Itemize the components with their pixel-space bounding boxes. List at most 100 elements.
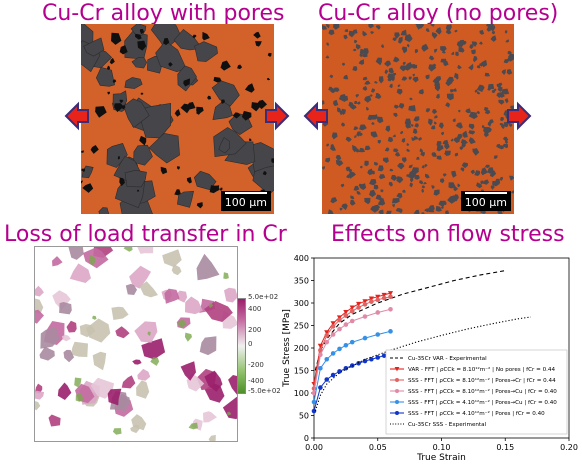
cr-particle [414,49,419,54]
cr-particle [438,122,444,129]
cr-particle [490,35,497,42]
legend-entry: SSS - FFT | ρCCk = 4.10¹²m⁻² | Pores | f… [408,410,545,417]
cr-particle [455,122,463,129]
cr-particle [394,32,400,39]
pore [255,41,262,47]
data-point [317,343,323,349]
stress-grain [35,309,44,324]
stress-grain [222,396,237,420]
stress-grain [63,349,75,363]
cr-particle [473,148,478,154]
cr-particle [425,74,430,80]
data-point [369,299,374,304]
cr-particle [433,189,440,196]
cr-particle [451,195,459,201]
data-point [337,317,342,323]
cr-particle [406,44,410,48]
cr-particle [446,93,454,101]
cr-particle [413,209,420,214]
cr-particle [341,203,348,211]
cr-particle [438,200,446,208]
data-point [330,351,336,356]
cr-particle [435,205,442,212]
cr-particle [362,85,368,91]
y-tick-label: 50 [299,412,309,421]
cr-particle [458,109,461,113]
cr-particle [329,74,334,79]
cr-particle [376,116,384,124]
title-load-transfer: Loss of load transfer in Cr [4,222,287,247]
stress-grain-compressive [74,377,82,388]
cr-particle [425,108,430,113]
cr-particle [218,137,231,154]
cr-particle [445,102,450,108]
cr-particle [493,88,497,92]
cr-particle [414,174,420,180]
pore [174,189,181,196]
cr-particle [370,131,378,138]
data-point [343,322,349,327]
cr-particle [371,122,375,125]
cr-particle [393,104,399,109]
cr-particle [500,117,504,122]
pore [119,177,125,187]
colorbar-tick: -5.0e+02 [248,387,281,395]
data-point [349,305,355,311]
cr-particle [473,56,478,63]
cr-particle [410,124,414,127]
cr-particle [436,93,440,99]
cr-particle [374,161,379,166]
legend-marker [395,389,399,393]
cr-particle [457,133,463,140]
pore [112,79,117,84]
pore [81,150,84,153]
cr-particle [483,127,492,135]
colorbar-tick: 5.0e+02 [248,293,279,301]
pore [174,109,181,117]
cr-particle [440,131,444,136]
cr-particle [369,189,377,198]
stress-map-image [35,247,237,441]
cr-particle [502,143,508,149]
stress-grain [68,247,84,260]
data-point [324,330,330,335]
cr-particle [401,138,406,143]
cr-particle [364,197,371,205]
cr-particle [508,123,513,128]
cr-particle [328,209,334,214]
cr-particle [506,69,513,75]
arrow-left-icon [303,101,328,131]
cr-particle [480,180,484,185]
cr-particle [431,32,438,39]
data-point [375,297,381,303]
flow-stress-chart: 0.00 0.05 0.10 0.15 0.20 0 50 100 150 200 250 300 35… [282,254,578,463]
scale-bar-left: 100 µm [220,191,271,211]
cr-particle [453,136,460,143]
cr-particle [416,24,422,30]
cr-particle [358,59,364,65]
cr-particle [193,170,217,191]
cr-particle [445,29,452,35]
cr-particle [504,30,508,34]
cr-particle [436,145,444,152]
stress-grain [224,287,237,303]
stress-grain [35,285,44,297]
cr-particle [493,155,498,159]
stress-grain-compressive [184,332,192,342]
tension-arrows [64,101,532,131]
cr-particle [394,152,401,157]
stress-grain [208,434,216,441]
cr-particle [402,157,407,163]
cr-particle [432,109,438,115]
cr-particle [406,174,409,177]
cr-particle [468,130,473,135]
cr-particle [373,184,379,190]
cr-particle [348,171,356,179]
data-point [318,347,323,353]
cr-particle [364,80,371,85]
cr-particle [424,208,430,213]
pore [119,99,124,104]
cr-particle [411,137,416,141]
cr-particle [366,106,369,111]
cr-particle [385,125,391,132]
